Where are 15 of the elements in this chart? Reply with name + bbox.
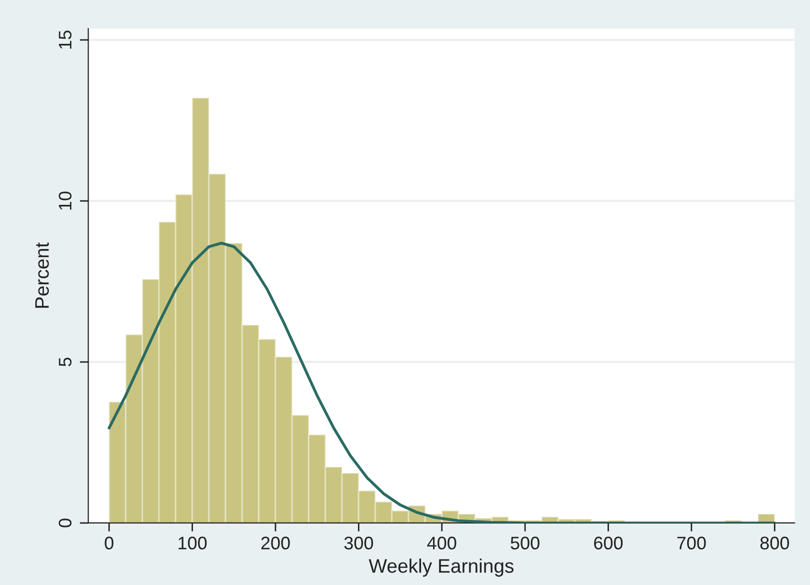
y-axis-title: Percent — [35, 242, 49, 308]
y-tick-label: 10 — [58, 192, 72, 210]
y-tick-label: 0 — [58, 518, 72, 528]
x-tick-label: 0 — [104, 536, 114, 550]
x-tick-label: 200 — [261, 536, 290, 550]
x-tick-label: 600 — [594, 536, 623, 550]
x-tick-label: 800 — [760, 536, 789, 550]
x-tick-label: 300 — [344, 536, 374, 550]
x-tick-label: 100 — [178, 536, 207, 550]
y-tick-label: 5 — [58, 358, 72, 366]
x-axis-title: Weekly Earnings — [368, 558, 514, 577]
x-tick-label: 500 — [510, 536, 540, 550]
x-tick-label: 400 — [427, 536, 456, 550]
x-tick-label: 700 — [677, 536, 706, 550]
y-tick-label: 15 — [58, 30, 72, 49]
